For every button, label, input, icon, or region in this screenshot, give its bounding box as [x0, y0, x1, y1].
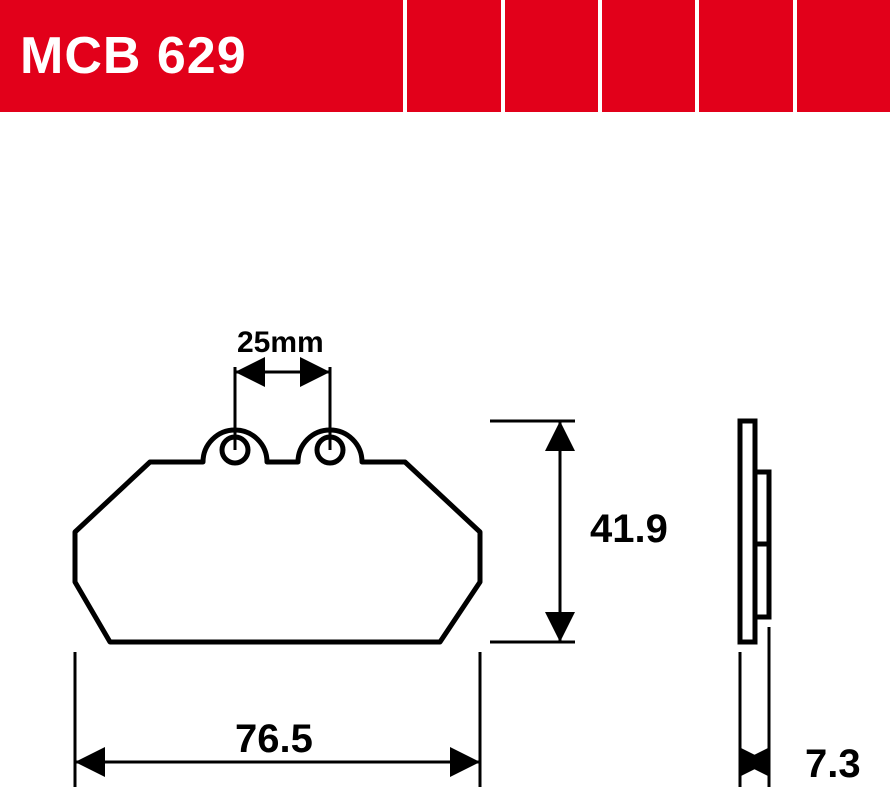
tick-segment	[403, 0, 500, 112]
header-bar: MCB 629	[0, 0, 890, 112]
tick-segment	[501, 0, 598, 112]
dim-height: 41.9	[490, 421, 668, 642]
header-ticks	[310, 0, 890, 112]
technical-drawing-svg: 25mm 76.5 41.9 7.3	[0, 112, 890, 811]
dim-height-label: 41.9	[590, 507, 668, 551]
tick-segment	[793, 0, 890, 112]
drawing-area: 25mm 76.5 41.9 7.3	[0, 112, 890, 811]
part-number: MCB 629	[20, 26, 247, 86]
dim-width: 76.5	[75, 652, 480, 787]
dim-width-label: 76.5	[235, 717, 313, 761]
header-title-block: MCB 629	[0, 0, 310, 112]
dim-hole-spacing-label: 25mm	[237, 326, 324, 359]
pad-outline	[75, 430, 480, 642]
dim-thickness-label: 7.3	[805, 742, 861, 786]
tick-segment	[310, 0, 403, 112]
tick-segment	[695, 0, 792, 112]
side-view	[740, 421, 769, 642]
tick-segment	[598, 0, 695, 112]
front-view	[75, 430, 480, 642]
dim-thickness: 7.3	[740, 627, 861, 787]
